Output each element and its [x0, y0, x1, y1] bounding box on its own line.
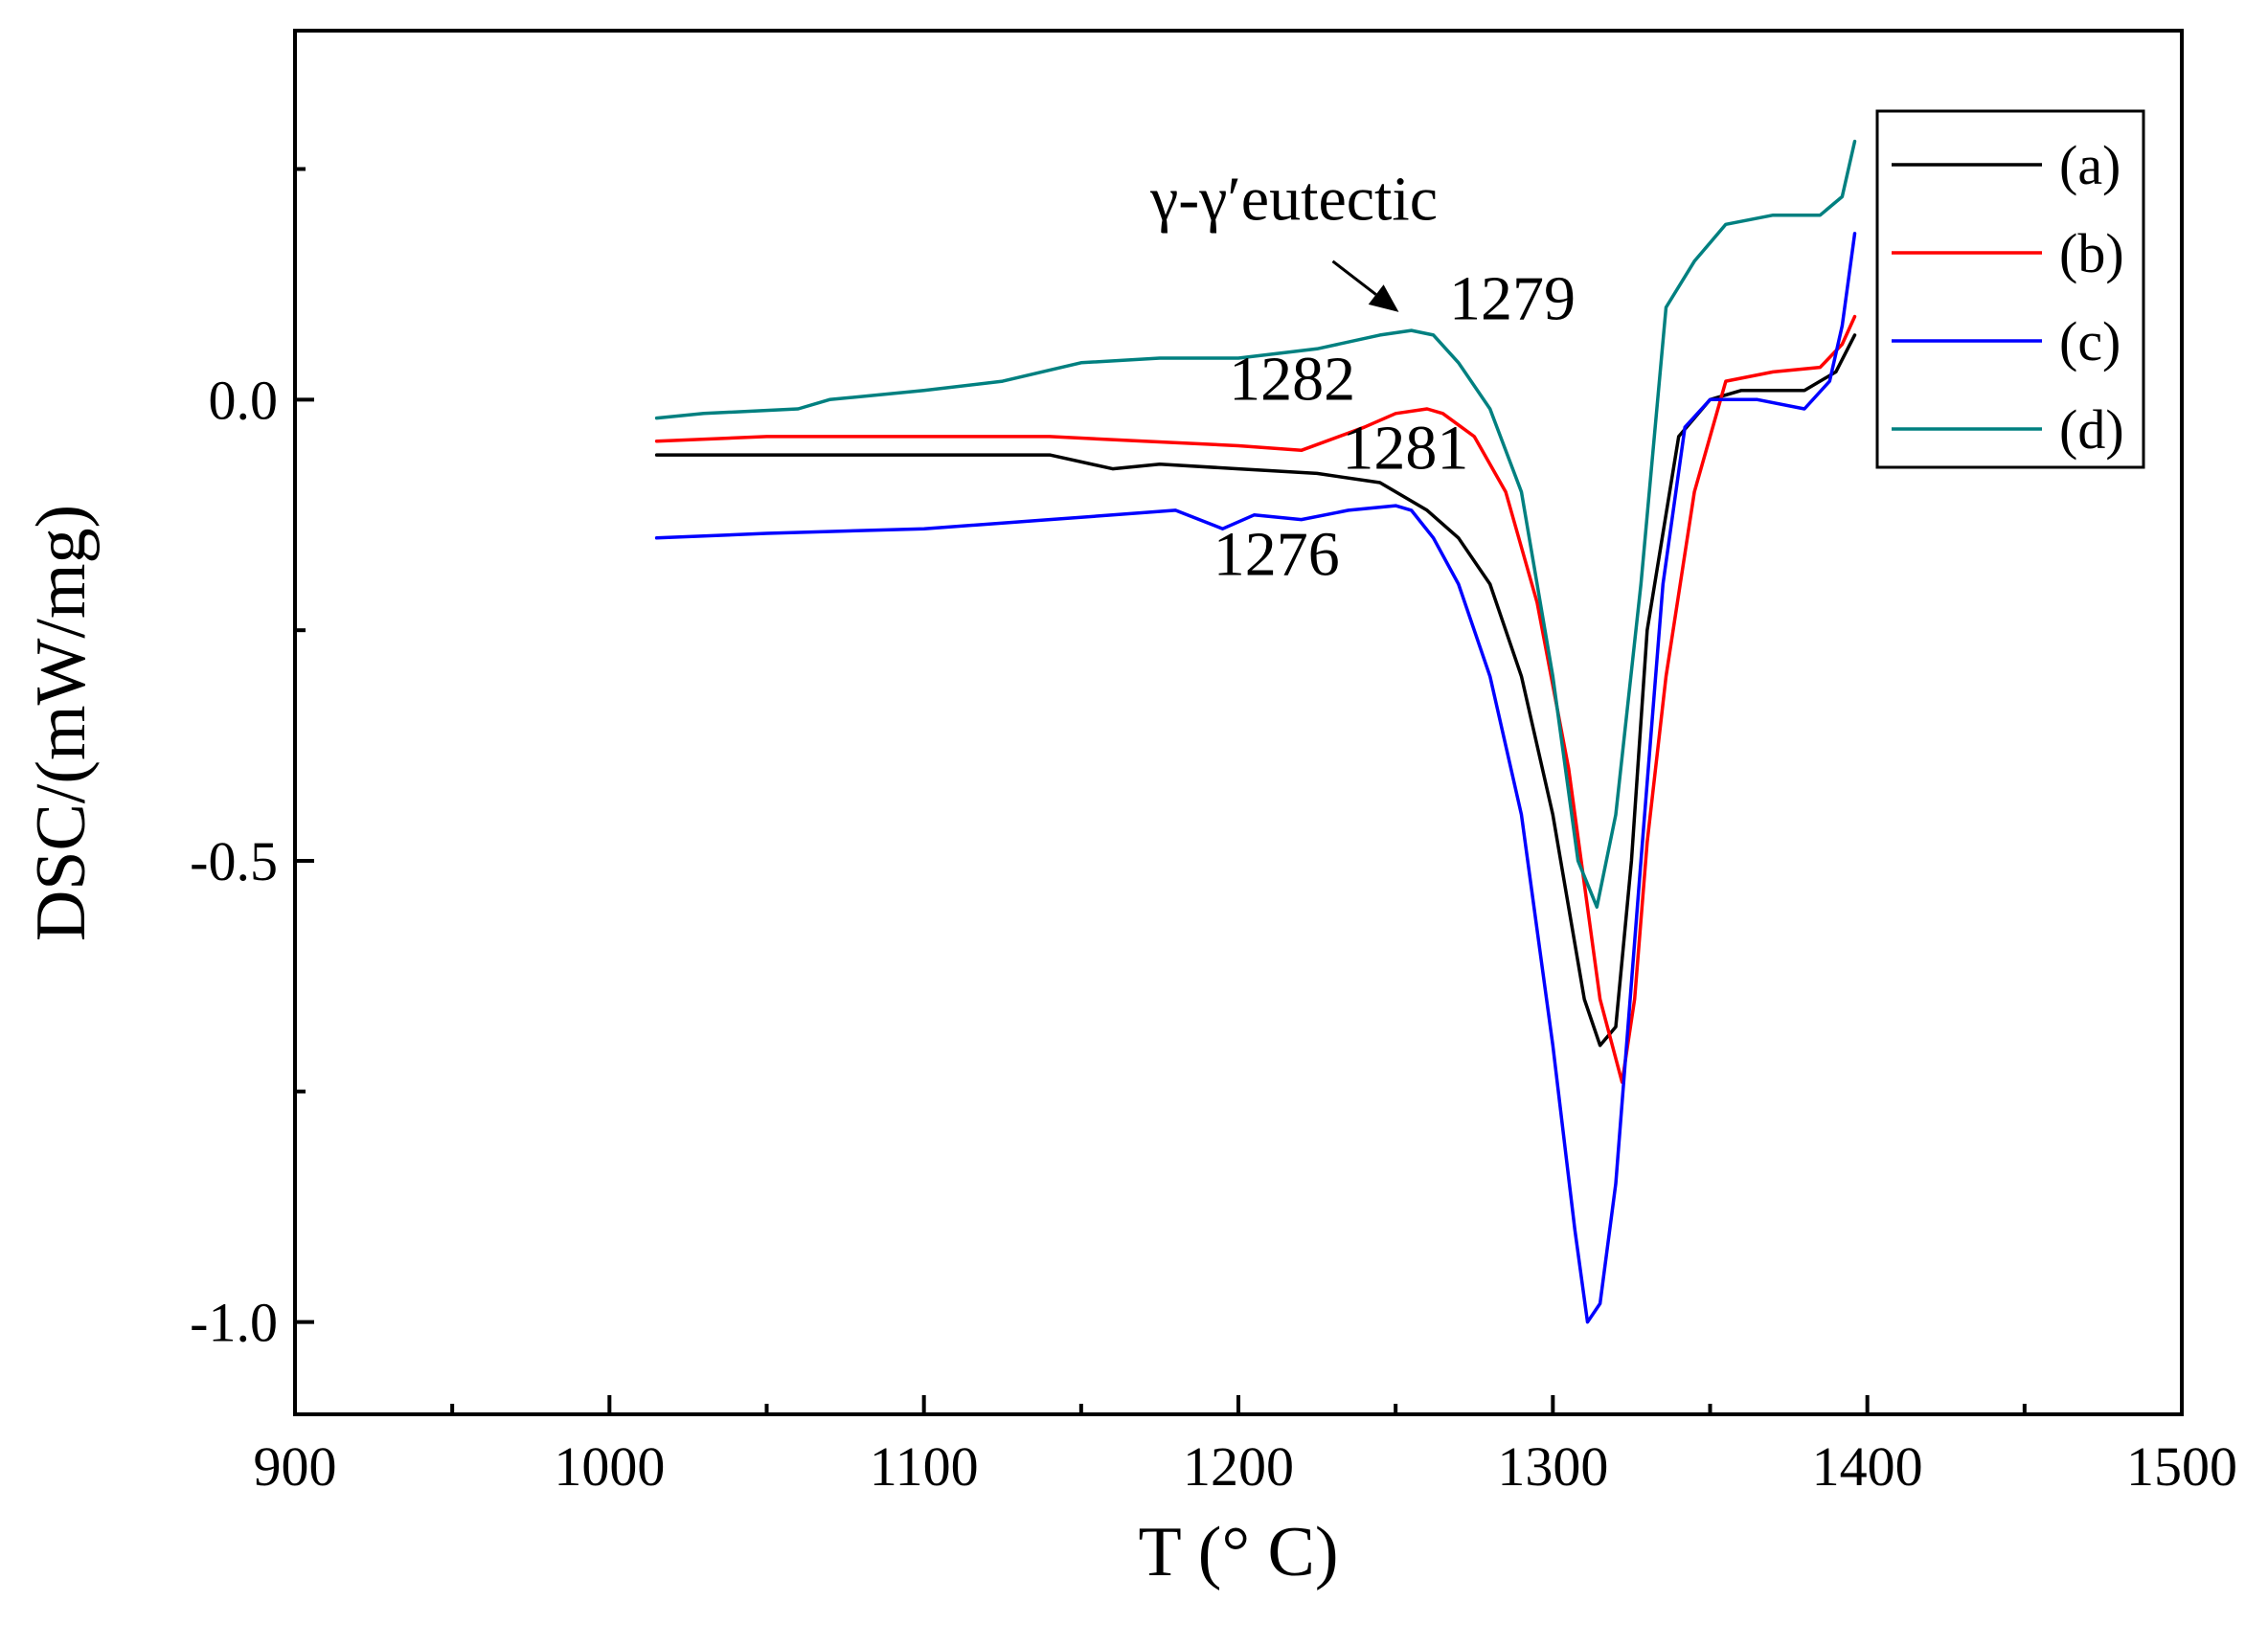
legend-items: (a) (b) (c) (d) [1892, 134, 2124, 461]
annotation-label: 1281 [1342, 414, 1468, 484]
x-axis-title: T (° C) [1138, 1513, 1338, 1591]
series-line-3 [654, 139, 1857, 909]
legend: (a) (b) (c) (d) [1875, 109, 2145, 469]
series-layer [654, 139, 1857, 1324]
x-tick-label: 1500 [2126, 1435, 2237, 1498]
x-tick-label: 1200 [1183, 1435, 1294, 1498]
legend-label: (c) [2059, 310, 2121, 372]
annotation-label: 1276 [1213, 519, 1340, 589]
annotation-label: 1279 [1449, 264, 1576, 334]
annotation-label: γ-γ′eutectic [1149, 164, 1438, 234]
arrow-shaft [1331, 259, 1377, 296]
y-tick-label: 0.0 [209, 369, 279, 431]
legend-label: (a) [2059, 134, 2121, 196]
y-axis-title: DSC/(mW/mg) [22, 505, 101, 941]
legend-label: (b) [2059, 222, 2124, 284]
arrow-head [1368, 284, 1399, 312]
x-tick-label: 900 [254, 1435, 337, 1498]
series-line-2 [654, 232, 1857, 1324]
x-tick-label: 1400 [1812, 1435, 1923, 1498]
y-tick-label: -1.0 [190, 1292, 278, 1354]
x-tick-label: 1000 [554, 1435, 665, 1498]
annotation-label: 1282 [1229, 344, 1355, 414]
legend-label: (d) [2059, 398, 2124, 461]
x-tick-label: 1100 [870, 1435, 979, 1498]
ticks-layer: 900 1000 1100 1200 1300 1400 1500 0.0 -0.5 -1.0 [190, 167, 2237, 1498]
x-tick-label: 1300 [1497, 1435, 1608, 1498]
y-tick-label: -0.5 [190, 830, 278, 892]
legend-box [1875, 109, 2145, 469]
